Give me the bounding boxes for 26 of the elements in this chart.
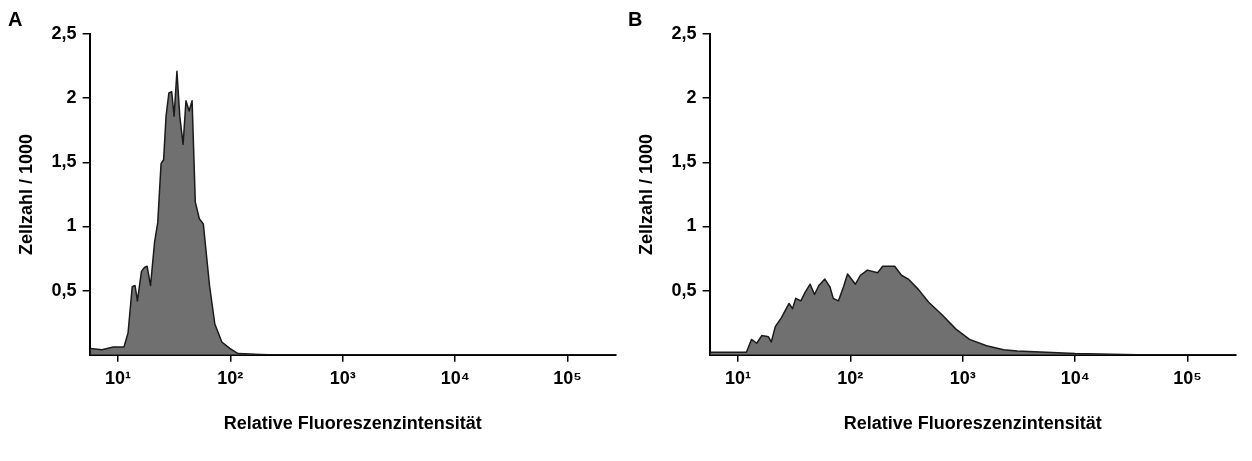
x-tick-label: 10⁵ — [1173, 367, 1202, 388]
y-tick-label: 2 — [686, 87, 697, 108]
x-tick-label: 10⁴ — [1060, 367, 1090, 388]
y-axis-title: Zellzahl / 1000 — [15, 133, 36, 255]
y-tick-label: 2 — [66, 87, 77, 108]
y-tick-label: 1 — [686, 215, 697, 236]
x-tick-label: 10⁴ — [440, 367, 470, 388]
x-tick-label: 10¹ — [724, 367, 751, 388]
x-tick-label: 10¹ — [104, 367, 131, 388]
x-axis-title: Relative Fluoreszenzintensität — [843, 413, 1102, 434]
x-axis-title: Relative Fluoreszenzintensität — [223, 413, 482, 434]
y-tick-label: 2,5 — [671, 22, 697, 43]
chart-title: A — [8, 7, 23, 30]
x-tick-label: 10⁵ — [553, 367, 582, 388]
y-tick-label: 1 — [66, 215, 77, 236]
y-axis-title: Zellzahl / 1000 — [635, 133, 656, 255]
x-tick-label: 10³ — [329, 367, 356, 388]
y-tick-label: 1,5 — [51, 151, 77, 172]
y-tick-label: 2,5 — [51, 22, 77, 43]
x-tick-label: 10² — [217, 367, 244, 388]
chart-title: B — [628, 7, 643, 30]
x-tick-label: 10² — [837, 367, 864, 388]
y-tick-label: 0,5 — [51, 279, 77, 300]
x-tick-label: 10³ — [949, 367, 976, 388]
y-tick-label: 0,5 — [671, 279, 697, 300]
y-tick-label: 1,5 — [671, 151, 697, 172]
